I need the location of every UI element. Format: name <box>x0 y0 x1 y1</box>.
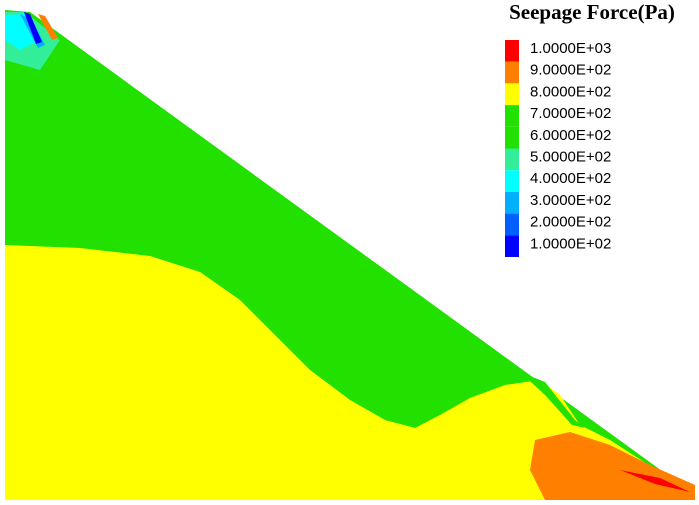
contour-region <box>520 372 585 428</box>
legend-swatch <box>505 105 519 127</box>
legend-label: 5.0000E+02 <box>530 148 611 165</box>
legend-label: 7.0000E+02 <box>530 105 611 122</box>
contour-region <box>24 12 42 44</box>
legend-swatch <box>505 213 519 236</box>
chart-title: Seepage Force(Pa) <box>509 0 675 24</box>
legend-swatch <box>505 61 519 84</box>
legend-label: 4.0000E+02 <box>530 170 611 187</box>
legend-label: 6.0000E+02 <box>530 127 611 144</box>
legend-swatch <box>505 83 519 106</box>
contour-region <box>5 245 695 500</box>
legend-label: 2.0000E+02 <box>530 214 611 231</box>
legend-swatch <box>505 126 519 149</box>
legend: 1.0000E+03 9.0000E+02 8.0000E+02 7.0000E+02… <box>505 40 611 257</box>
legend-swatch <box>505 40 519 62</box>
legend-label: 1.0000E+02 <box>530 235 611 252</box>
legend-label: 1.0000E+03 <box>530 40 611 57</box>
legend-label: 8.0000E+02 <box>530 83 611 100</box>
legend-swatch <box>505 170 519 192</box>
legend-swatch <box>505 235 519 257</box>
contour-region <box>620 470 690 492</box>
legend-swatch <box>505 148 519 171</box>
legend-label: 9.0000E+02 <box>530 62 611 79</box>
legend-swatch <box>505 191 519 214</box>
legend-label: 3.0000E+02 <box>530 192 611 209</box>
contour-region <box>5 14 40 50</box>
field <box>5 10 695 500</box>
contour-region <box>38 14 58 40</box>
